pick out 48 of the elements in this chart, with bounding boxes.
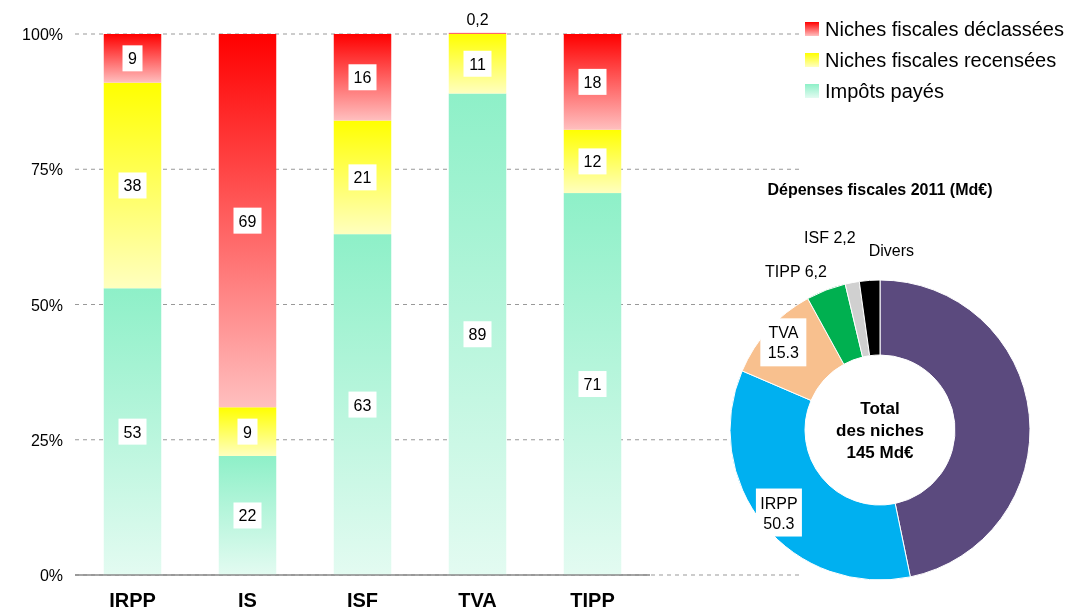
y-tick-label: 100% <box>22 26 63 43</box>
bar <box>563 193 622 575</box>
bar <box>448 93 507 575</box>
x-tick-label: ISF <box>346 589 379 611</box>
data-label: 22 <box>238 507 257 525</box>
data-label: 18 <box>583 73 602 91</box>
bar <box>103 82 162 289</box>
y-tick-label: 0% <box>39 567 63 584</box>
slice-label: TVA <box>768 324 799 342</box>
bar <box>103 288 162 575</box>
legend-label: Niches fiscales déclassées <box>825 18 1064 40</box>
data-label: 12 <box>583 153 602 171</box>
slice-label: IRPP <box>760 494 798 512</box>
data-label: 9 <box>128 50 138 68</box>
y-tick-label: 75% <box>30 161 63 179</box>
bar <box>218 34 277 408</box>
data-label: 69 <box>238 212 257 230</box>
bar <box>333 120 392 235</box>
bar <box>218 455 277 575</box>
data-label: 63 <box>353 396 372 414</box>
data-label: 53 <box>123 423 142 441</box>
bar <box>563 34 622 130</box>
text: 145 Md€ <box>846 443 915 462</box>
data-label: 9 <box>243 423 253 441</box>
data-label: 21 <box>353 169 372 187</box>
data-label: 89 <box>468 326 487 344</box>
data-label: 38 <box>123 177 142 195</box>
legend-label: Impôts payés <box>825 80 944 102</box>
x-tick-label: TIPP <box>570 589 615 611</box>
x-tick-label: IRPP <box>109 589 156 611</box>
data-label: 16 <box>353 69 372 87</box>
y-tick-label: 50% <box>30 296 63 314</box>
slice-label: TIPP 6,2 <box>764 263 828 280</box>
chart-title: Dépenses fiscales 2011 (Md€) <box>767 181 993 198</box>
bar <box>333 234 392 575</box>
legend-label: Niches fiscales recensées <box>825 49 1057 71</box>
text: Total <box>860 399 900 418</box>
x-tick-label: TVA <box>458 589 497 611</box>
data-label: 11 <box>469 55 486 73</box>
data-label: 50.3 <box>763 514 795 532</box>
x-tick-label: IS <box>238 589 257 611</box>
y-tick-label: 25% <box>30 431 63 449</box>
slice-label: ISF 2,2 <box>804 228 856 246</box>
data-label: 15.3 <box>767 344 800 362</box>
slice-label: Divers <box>868 242 914 260</box>
data-label: 0,2 <box>466 10 489 28</box>
data-label: 71 <box>583 376 602 394</box>
text: des niches <box>836 421 924 440</box>
